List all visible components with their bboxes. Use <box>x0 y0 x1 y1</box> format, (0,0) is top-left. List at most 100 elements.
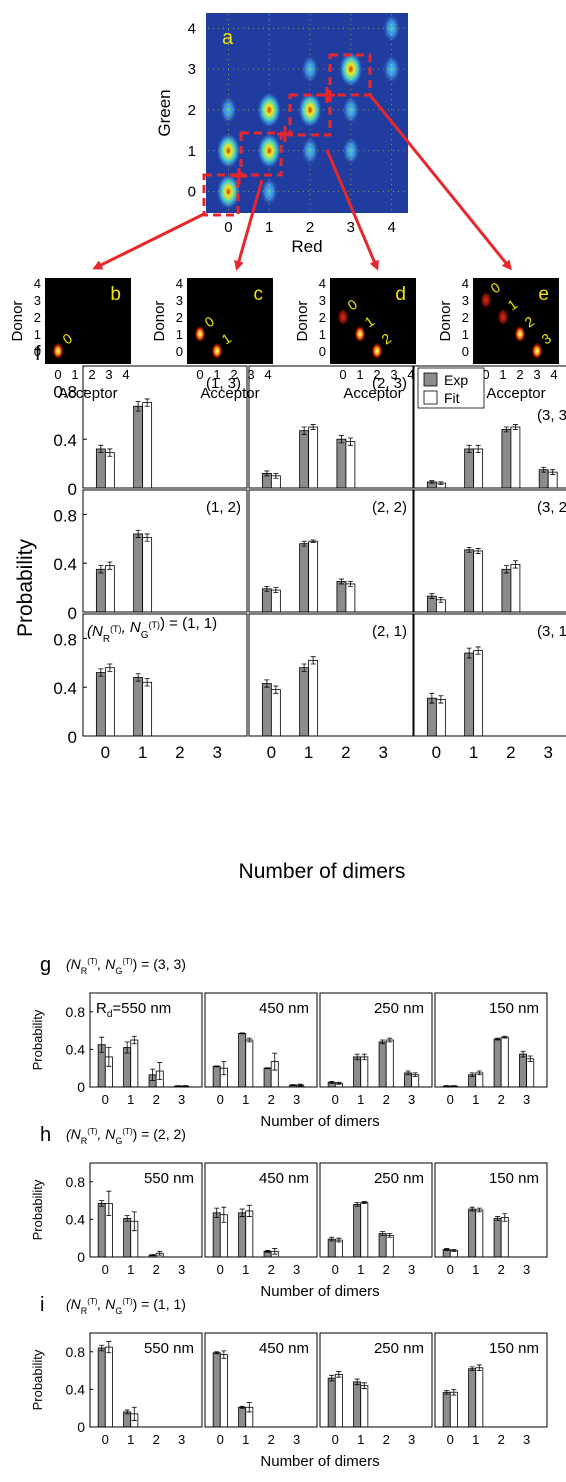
panel-a-xtick: 3 <box>347 219 355 236</box>
exp-error-bar <box>354 1053 360 1061</box>
subplot-label: 250 nm <box>374 1170 424 1187</box>
subplot-label: (1, 3) <box>206 375 241 392</box>
subplot-frame <box>319 1332 433 1428</box>
fit-error-bar <box>502 1035 508 1039</box>
xtick: 2 <box>498 1092 505 1107</box>
exp-bar <box>468 1208 477 1258</box>
ytick: 0.4 <box>53 555 77 574</box>
small-map-xtick: 1 <box>71 367 78 382</box>
fit-bar <box>345 583 356 613</box>
panel-letter: g <box>40 954 51 976</box>
fit-error-bar <box>131 1211 137 1232</box>
exp-error-bar <box>469 1206 475 1212</box>
exp-error-bar <box>99 1036 105 1053</box>
selection-box-1 <box>202 173 240 217</box>
fit-error-bar <box>550 469 556 475</box>
subplot-frame <box>204 992 318 1088</box>
panel-header: (NR(T), NG(T)) = (3, 3) <box>66 956 186 976</box>
subplot-label: 450 nm <box>259 1000 309 1017</box>
fit-error-bar <box>502 1213 508 1222</box>
exp-error-bar <box>503 565 509 574</box>
exp-bar <box>501 568 512 613</box>
xtick: 3 <box>212 743 221 762</box>
fit-error-bar <box>157 1250 163 1256</box>
subplot-frame <box>82 365 248 489</box>
fit-error-bar <box>131 1406 137 1421</box>
ytick: 0 <box>77 1419 85 1435</box>
panel-ylabel: Probability <box>30 1179 45 1240</box>
xtick: 1 <box>304 743 313 762</box>
xtick: 2 <box>175 743 184 762</box>
fit-error-bar <box>438 596 444 603</box>
xtick: 1 <box>472 1262 479 1277</box>
subplot-h-2: 250 nm 0 1 2 3 <box>319 1162 433 1277</box>
ytick: 0.8 <box>66 1174 86 1190</box>
small-map-blob <box>480 291 492 309</box>
exp-error-bar <box>239 1405 245 1409</box>
panel-a-blobs <box>216 13 401 210</box>
fit-bar <box>104 452 115 489</box>
xtick: 1 <box>242 1262 249 1277</box>
subplot-frame <box>319 992 433 1088</box>
selection-box-3 <box>288 93 332 137</box>
fit-error-bar <box>107 663 113 672</box>
exp-error-bar <box>541 466 547 473</box>
subplot-g-1: 450 nm 0 1 2 3 <box>204 992 318 1107</box>
small-map-background <box>187 278 273 364</box>
xtick: 0 <box>447 1092 454 1107</box>
legend-exp-label: Exp <box>444 372 468 388</box>
subplot-i-3: 150 nm 0 1 2 3 <box>434 1332 548 1447</box>
xtick: 2 <box>506 743 515 762</box>
ytick: 0.8 <box>66 1344 86 1360</box>
fit-error-bar <box>273 685 279 694</box>
subplot--3--1-: (3, 1) 0 1 2 3 <box>413 613 566 762</box>
fit-error-bar <box>361 1382 367 1389</box>
exp-error-bar <box>214 1351 220 1355</box>
xtick: 3 <box>408 1092 415 1107</box>
small-map-letter: e <box>538 284 549 305</box>
exp-bar <box>97 1347 106 1428</box>
small-map-ytick: 3 <box>34 293 41 308</box>
xtick: 0 <box>332 1432 339 1447</box>
small-map-ylabel: Donor <box>151 301 168 342</box>
subplot-label: 150 nm <box>489 1000 539 1017</box>
xtick: 3 <box>178 1262 185 1277</box>
subplot-label: (3, 3) <box>537 407 566 424</box>
fit-error-bar <box>387 1233 393 1238</box>
subplot-frame <box>89 1332 203 1428</box>
xtick: 3 <box>408 1432 415 1447</box>
subplot-frame <box>413 489 566 613</box>
fit-bar <box>449 1391 458 1428</box>
panel-a-ytick: 4 <box>188 20 196 37</box>
small-map-xlabel: Acceptor <box>58 385 117 402</box>
exp-bar <box>353 1203 362 1258</box>
exp-bar <box>378 1233 387 1258</box>
xtick: 1 <box>127 1092 134 1107</box>
exp-error-bar <box>469 1072 475 1078</box>
panel-a-crosses <box>231 87 335 184</box>
subplot-label: (2, 1) <box>372 623 407 640</box>
panel-xlabel: Number of dimers <box>260 1453 379 1470</box>
exp-error-bar <box>301 426 307 435</box>
exp-error-bar <box>466 546 472 553</box>
exp-error-bar <box>354 1202 360 1207</box>
fit-bar <box>104 667 115 737</box>
ytick: 0.8 <box>66 1004 86 1020</box>
xtick: 1 <box>469 743 478 762</box>
panel-ylabel: Probability <box>30 1009 45 1070</box>
fit-error-bar <box>297 1083 303 1087</box>
fit-error-bar <box>336 1237 342 1243</box>
exp-error-bar <box>469 1366 475 1371</box>
exp-bar <box>493 1038 502 1088</box>
exp-error-bar <box>444 1389 450 1395</box>
fit-error-bar <box>144 533 150 542</box>
exp-error-bar <box>301 663 307 672</box>
fit-error-bar <box>107 448 113 457</box>
xtick: 1 <box>357 1262 364 1277</box>
xtick: 1 <box>127 1262 134 1277</box>
small-map-xlabel: Acceptor <box>486 385 545 402</box>
small-map-xtick: 3 <box>390 367 397 382</box>
subplot-frame <box>89 992 203 1088</box>
